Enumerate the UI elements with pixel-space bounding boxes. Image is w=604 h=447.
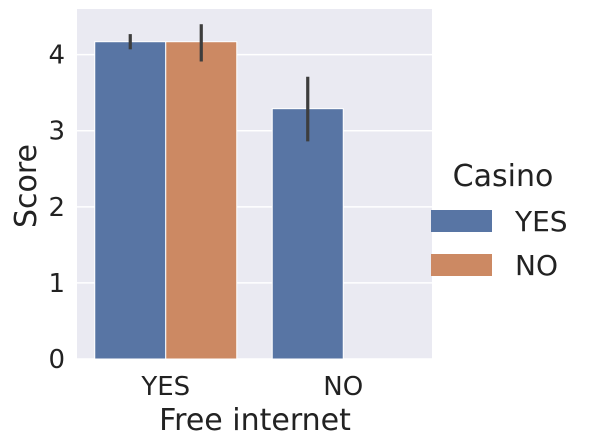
legend-label-no: NO	[515, 249, 558, 282]
x-tick-label: YES	[140, 372, 190, 402]
bar-yes-yes	[94, 41, 167, 360]
y-tick-label: 0	[48, 345, 65, 375]
y-tick-label: 2	[48, 193, 65, 223]
error-bars	[128, 24, 310, 142]
y-axis: 0 1 2 3 4	[48, 41, 65, 375]
x-tick-label: NO	[323, 372, 363, 402]
legend: Casino YES NO	[431, 159, 568, 282]
legend-swatch-no	[431, 254, 492, 276]
x-axis-title: Free internet	[159, 403, 351, 438]
bar-yes-no	[165, 41, 238, 360]
y-tick-label: 3	[48, 117, 65, 147]
x-axis: YES NO	[140, 372, 363, 402]
legend-label-yes: YES	[514, 205, 568, 238]
bars	[94, 41, 344, 360]
y-axis-title: Score	[9, 144, 44, 228]
y-tick-label: 4	[48, 41, 65, 71]
bar-no-yes	[271, 108, 344, 360]
y-tick-label: 1	[48, 269, 65, 299]
legend-swatch-yes	[431, 210, 492, 232]
legend-title: Casino	[453, 159, 554, 194]
